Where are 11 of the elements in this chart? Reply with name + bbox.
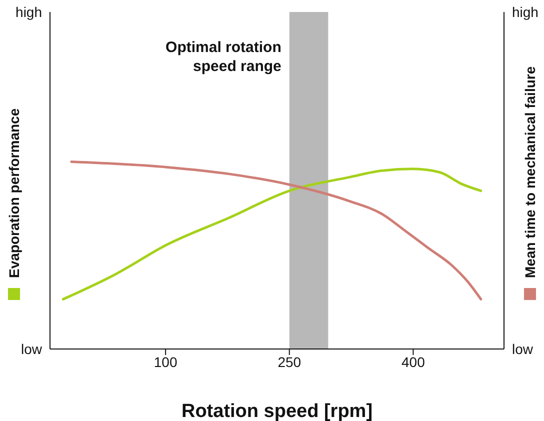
text: high bbox=[16, 4, 42, 20]
x-tick-label: 250 bbox=[278, 354, 302, 370]
x-tick-label: 400 bbox=[402, 354, 426, 370]
text: low bbox=[20, 341, 43, 357]
x-axis-title: Rotation speed [rpm] bbox=[181, 401, 373, 421]
text: low bbox=[512, 341, 534, 357]
y2-axis-title: Mean time to mechanical failure bbox=[522, 66, 538, 278]
x-tick-label: 100 bbox=[154, 354, 178, 370]
band-label: Optimal rotation speed range bbox=[166, 39, 282, 75]
y-axis-title: Evaporation performance bbox=[6, 108, 22, 278]
text: high bbox=[512, 4, 538, 20]
